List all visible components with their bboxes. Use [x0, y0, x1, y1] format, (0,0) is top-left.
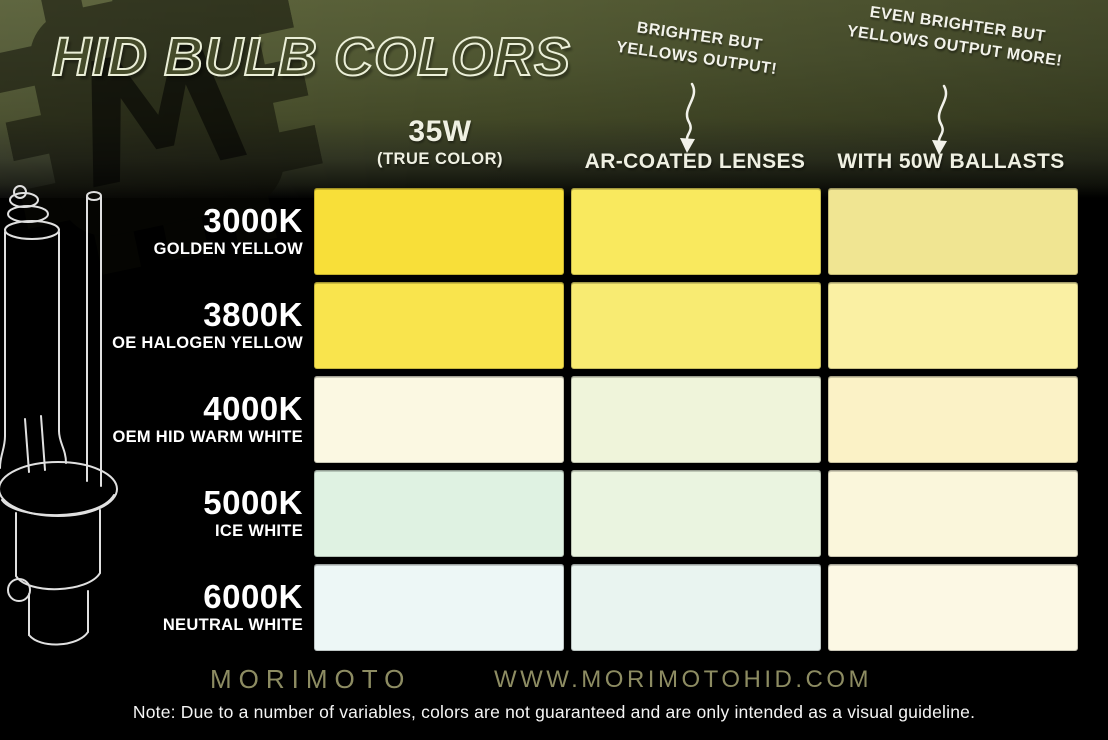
swatch-6000k-col1 [314, 564, 564, 651]
column-header-ar-coated: AR-COATED LENSES [584, 150, 806, 173]
kelvin-value: 3800K [203, 295, 303, 333]
swatch-3000k-col3 [828, 188, 1078, 275]
swatch-4000k-col1 [314, 376, 564, 463]
kelvin-value: 3000K [203, 201, 303, 239]
swatch-3800k-col3 [828, 282, 1078, 369]
swatch-6000k-col2 [571, 564, 821, 651]
color-name: NEUTRAL WHITE [162, 616, 303, 635]
row-label-6000k: 6000K NEUTRAL WHITE [0, 564, 303, 651]
color-name: OEM HID WARM WHITE [112, 428, 303, 447]
column-header-35w-sublabel: (TRUE COLOR) [376, 150, 504, 168]
swatch-4000k-col3 [828, 376, 1078, 463]
column-header-50w-ballasts: WITH 50W BALLASTS [837, 150, 1065, 173]
hid-bulb-illustration-icon [0, 185, 118, 646]
swatch-3800k-col2 [571, 282, 821, 369]
swatch-6000k-col3 [828, 564, 1078, 651]
page-title: HID BULB COLORS [51, 26, 571, 88]
brand-wordmark: MORIMOTO [210, 664, 412, 694]
swatch-5000k-col2 [571, 470, 821, 557]
row-label-3800k: 3800K OE HALOGEN YELLOW [0, 282, 303, 369]
column-header-35w-label: 35W [408, 115, 472, 148]
swatch-3000k-col2 [571, 188, 821, 275]
color-name: OE HALOGEN YELLOW [112, 334, 303, 353]
swatch-3000k-col1 [314, 188, 564, 275]
website-url: WWW.MORIMOTOHID.COM [494, 666, 873, 693]
swatch-5000k-col1 [314, 470, 564, 557]
swatch-grid [314, 188, 1078, 651]
kelvin-value: 4000K [203, 389, 303, 427]
down-squiggle-arrow-icon [680, 82, 696, 153]
color-name: ICE WHITE [215, 522, 303, 541]
swatch-4000k-col2 [571, 376, 821, 463]
row-label-5000k: 5000K ICE WHITE [0, 470, 303, 557]
row-label-4000k: 4000K OEM HID WARM WHITE [0, 376, 303, 463]
swatch-3800k-col1 [314, 282, 564, 369]
row-labels: 3000K GOLDEN YELLOW 3800K OE HALOGEN YELLOW… [0, 188, 303, 651]
color-name: GOLDEN YELLOW [153, 240, 303, 259]
kelvin-value: 6000K [203, 577, 303, 615]
kelvin-value: 5000K [203, 483, 303, 521]
down-squiggle-arrow-icon [932, 84, 948, 155]
row-label-3000k: 3000K GOLDEN YELLOW [0, 188, 303, 275]
swatch-5000k-col3 [828, 470, 1078, 557]
disclaimer-note: Note: Due to a number of variables, colo… [132, 702, 976, 722]
morimoto-m-gear-logo-icon [0, 0, 323, 275]
column-header-35w: 35W (TRUE COLOR) [313, 115, 567, 169]
